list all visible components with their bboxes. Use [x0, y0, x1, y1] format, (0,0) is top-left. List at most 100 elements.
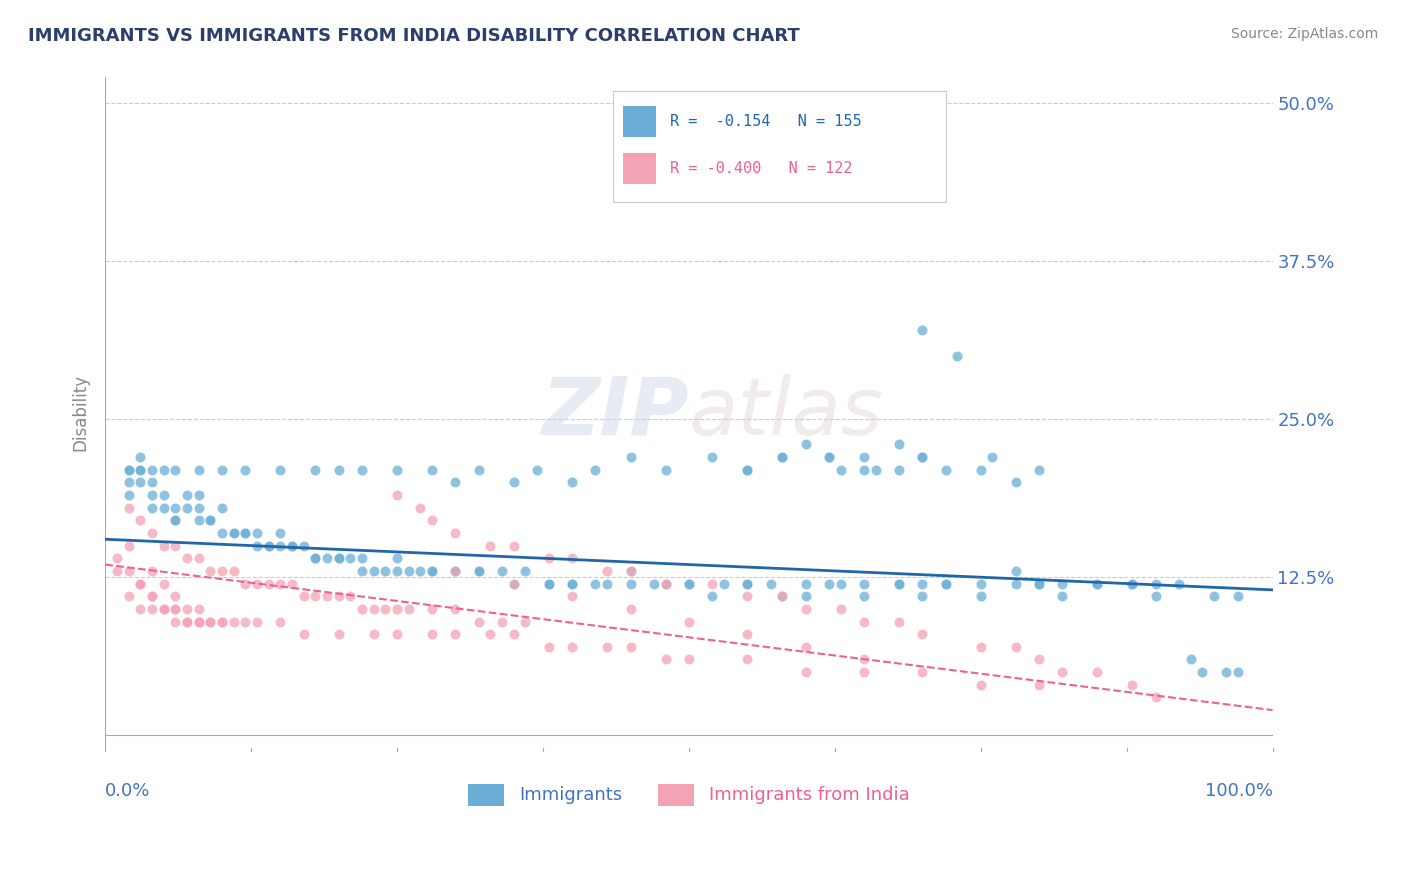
Point: [770, 450, 793, 464]
Point: [887, 463, 910, 477]
Point: [502, 576, 524, 591]
Point: [385, 627, 408, 641]
Point: [269, 615, 291, 629]
Point: [129, 475, 152, 490]
Point: [129, 463, 152, 477]
Point: [735, 652, 758, 666]
Point: [363, 602, 385, 616]
Point: [152, 576, 174, 591]
Point: [117, 500, 139, 515]
Point: [211, 463, 233, 477]
Point: [818, 450, 841, 464]
Point: [363, 627, 385, 641]
Point: [211, 500, 233, 515]
Point: [200, 513, 222, 527]
Point: [619, 450, 641, 464]
Point: [257, 576, 280, 591]
Point: [561, 576, 583, 591]
Point: [328, 463, 350, 477]
Point: [887, 576, 910, 591]
Point: [117, 589, 139, 603]
Point: [117, 539, 139, 553]
Point: [328, 627, 350, 641]
Point: [479, 539, 502, 553]
Point: [911, 576, 934, 591]
Point: [1028, 463, 1050, 477]
Point: [911, 589, 934, 603]
Point: [141, 525, 163, 540]
Point: [1028, 576, 1050, 591]
Point: [444, 564, 467, 578]
Point: [502, 475, 524, 490]
Point: [970, 576, 993, 591]
Point: [176, 615, 198, 629]
Point: [129, 450, 152, 464]
Point: [794, 602, 817, 616]
Point: [596, 640, 619, 654]
Point: [444, 475, 467, 490]
Point: [187, 615, 209, 629]
Point: [444, 627, 467, 641]
Point: [619, 640, 641, 654]
Point: [1052, 589, 1074, 603]
Point: [141, 589, 163, 603]
Point: [420, 513, 443, 527]
Point: [702, 589, 724, 603]
Point: [537, 576, 560, 591]
Point: [1226, 589, 1249, 603]
Point: [165, 602, 187, 616]
Point: [246, 525, 269, 540]
Point: [852, 652, 875, 666]
Point: [398, 602, 420, 616]
Point: [200, 615, 222, 629]
Point: [1028, 576, 1050, 591]
Point: [468, 615, 491, 629]
Point: [830, 576, 852, 591]
Point: [246, 539, 269, 553]
Point: [444, 564, 467, 578]
Point: [794, 665, 817, 679]
Text: 0.0%: 0.0%: [105, 781, 150, 799]
Point: [537, 640, 560, 654]
Point: [735, 627, 758, 641]
Point: [117, 463, 139, 477]
Point: [735, 463, 758, 477]
Point: [246, 576, 269, 591]
Point: [152, 500, 174, 515]
Legend: Immigrants, Immigrants from India: Immigrants, Immigrants from India: [461, 776, 917, 813]
Point: [596, 564, 619, 578]
Point: [328, 551, 350, 566]
Point: [187, 500, 209, 515]
Point: [222, 564, 245, 578]
Point: [444, 564, 467, 578]
Point: [1226, 665, 1249, 679]
Point: [233, 615, 256, 629]
Point: [911, 450, 934, 464]
Point: [152, 602, 174, 616]
Point: [187, 551, 209, 566]
Point: [561, 551, 583, 566]
Point: [165, 513, 187, 527]
Point: [257, 539, 280, 553]
Point: [1121, 678, 1143, 692]
Point: [152, 463, 174, 477]
Point: [165, 602, 187, 616]
Point: [794, 640, 817, 654]
Point: [117, 488, 139, 502]
Point: [420, 564, 443, 578]
Point: [678, 576, 700, 591]
Point: [281, 576, 304, 591]
Point: [141, 475, 163, 490]
Point: [141, 602, 163, 616]
Point: [165, 500, 187, 515]
Point: [1004, 576, 1026, 591]
Point: [187, 463, 209, 477]
Point: [105, 564, 128, 578]
Point: [141, 463, 163, 477]
Point: [211, 615, 233, 629]
Text: 100.0%: 100.0%: [1205, 781, 1272, 799]
Point: [222, 615, 245, 629]
Point: [852, 450, 875, 464]
Point: [468, 564, 491, 578]
Point: [385, 564, 408, 578]
